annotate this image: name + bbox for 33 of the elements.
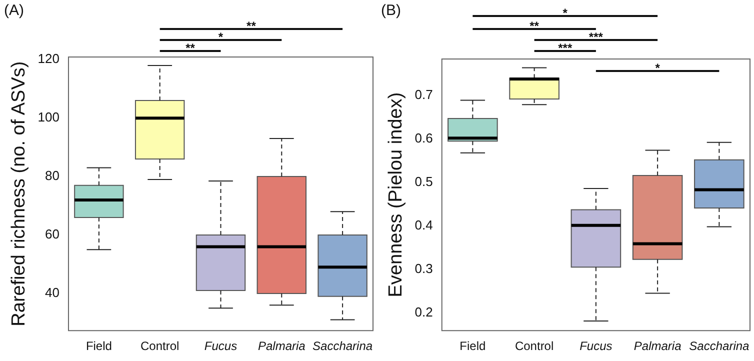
- x-tick-label: Palmaria: [258, 339, 306, 354]
- chart-title: (B): [381, 2, 401, 20]
- y-tick-label: 0.6: [414, 130, 433, 146]
- y-tick-label: 60: [45, 226, 60, 242]
- y-tick-label: 40: [45, 285, 60, 300]
- x-tick-label: Field: [86, 339, 112, 354]
- x-tick-label: Fucus: [580, 339, 612, 354]
- y-tick-label: 80: [45, 168, 60, 184]
- text: ***: [558, 41, 572, 55]
- y-tick-label: 0.3: [414, 260, 433, 276]
- y-tick-label: 0.2: [414, 304, 433, 320]
- text: *: [218, 30, 224, 44]
- x-tick-label: Control: [140, 339, 180, 354]
- y-axis-title: Rarefied richness (no. of ASVs): [8, 61, 30, 326]
- x-tick-label: Field: [460, 339, 486, 354]
- x-tick-label: Fucus: [204, 339, 238, 354]
- text: **: [246, 19, 256, 33]
- y-tick-label: 0.7: [414, 87, 433, 102]
- x-tick-label: Saccharina: [689, 339, 750, 354]
- text: ***: [588, 30, 604, 44]
- y-axis-title: Evenness (Pielou index): [386, 92, 407, 298]
- text: *: [562, 6, 568, 20]
- text: **: [186, 41, 196, 55]
- y-tick-label: 100: [38, 110, 60, 125]
- y-tick-label: 120: [38, 51, 60, 66]
- text: **: [530, 19, 540, 33]
- y-tick-label: 0.5: [414, 174, 433, 189]
- x-tick-label: Saccharina: [312, 339, 373, 354]
- x-tick-label: Palmaria: [634, 339, 682, 354]
- chart-title: (A): [4, 2, 24, 20]
- annotation: *: [655, 61, 660, 75]
- x-tick-label: Control: [514, 339, 554, 354]
- y-tick-label: 0.4: [414, 217, 433, 232]
